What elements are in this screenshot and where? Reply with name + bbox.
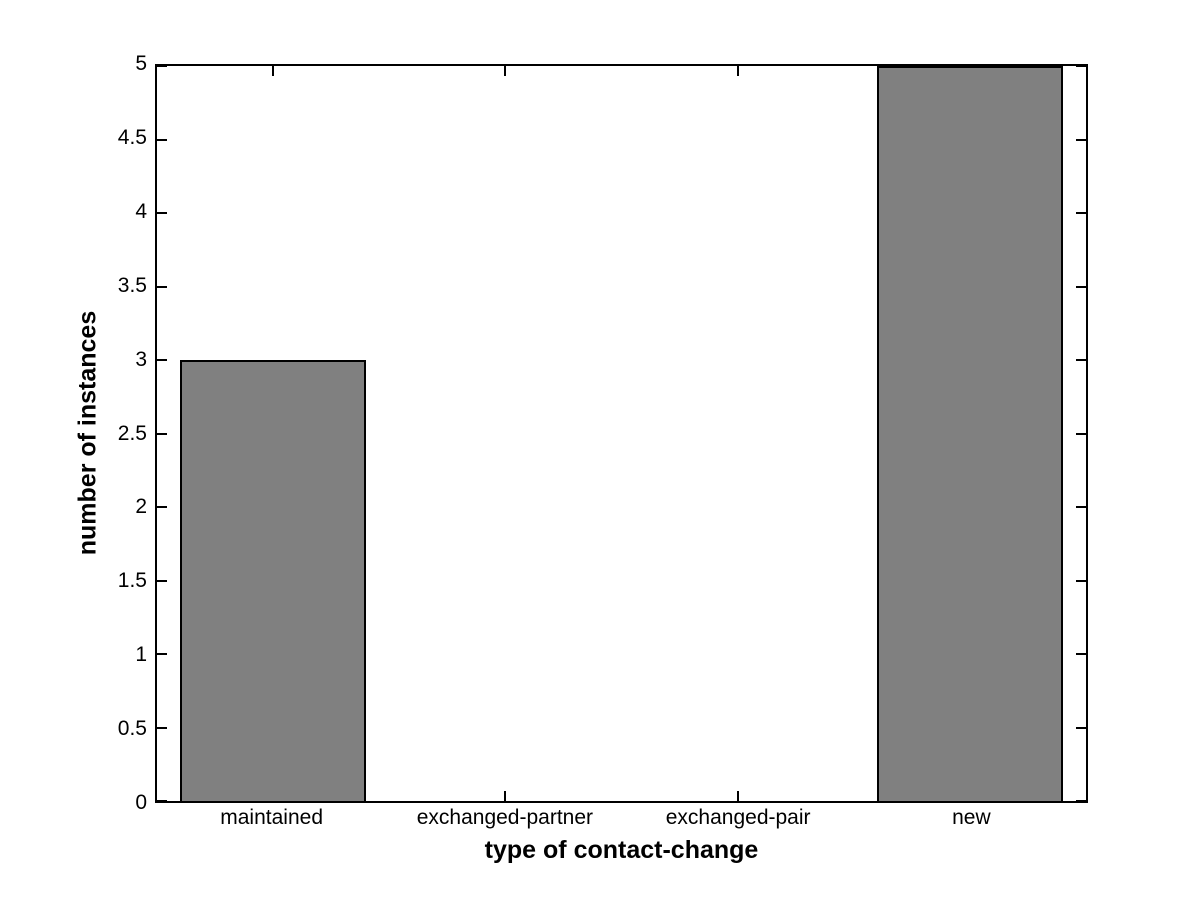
y-tick-label: 1: [135, 643, 147, 667]
x-axis-title: type of contact-change: [484, 836, 759, 864]
y-tick-mark: [1076, 285, 1086, 288]
y-tick-mark: [157, 65, 167, 67]
bar-maintained: [180, 360, 367, 801]
y-tick-mark: [157, 432, 167, 435]
plot-area: [155, 64, 1088, 803]
y-tick-mark: [157, 579, 167, 582]
y-tick-label: 2.5: [117, 421, 147, 445]
x-tick-label: maintained: [220, 806, 323, 829]
x-tick-label: new: [952, 806, 991, 829]
y-tick-mark: [157, 506, 167, 508]
x-tick-mark: [504, 66, 507, 76]
bar-new: [876, 66, 1063, 801]
y-tick-label: 1.5: [117, 569, 147, 593]
x-tick-mark: [504, 791, 507, 801]
y-tick-label: 3.5: [117, 273, 147, 297]
y-tick-label: 4: [135, 199, 147, 223]
y-tick-mark: [157, 285, 167, 288]
bars: [157, 66, 1086, 801]
y-tick-mark: [157, 138, 167, 141]
y-tick-label: 3: [135, 347, 147, 371]
y-tick-mark: [1076, 432, 1086, 435]
x-axis-tick-labels: maintained exchanged-partner exchanged-pai…: [155, 805, 1088, 835]
x-tick-label: exchanged-pair: [665, 806, 811, 829]
y-tick-label: 5: [135, 52, 147, 75]
y-tick-mark: [1076, 800, 1086, 802]
y-tick-mark: [157, 653, 167, 655]
y-tick-mark: [1076, 212, 1086, 214]
y-tick-mark: [1076, 653, 1086, 655]
y-tick-label: 2: [135, 495, 147, 519]
y-tick-mark: [1076, 726, 1086, 729]
y-tick-mark: [157, 800, 167, 802]
y-tick-label: 0.5: [117, 717, 147, 741]
y-tick-mark: [1076, 65, 1086, 67]
x-tick-mark: [736, 66, 739, 76]
y-tick-mark: [1076, 359, 1086, 361]
y-tick-mark: [157, 726, 167, 729]
x-tick-label: exchanged-partner: [416, 806, 594, 829]
y-axis-tick-labels: 0 0.5 1 1.5 2 2.5 3 3.5 4 4.5 5: [0, 53, 147, 814]
y-tick-label: 4.5: [117, 125, 147, 149]
y-tick-label: 0: [135, 791, 147, 814]
y-tick-mark: [1076, 579, 1086, 582]
y-tick-mark: [157, 212, 167, 214]
x-tick-mark: [272, 66, 275, 76]
y-tick-mark: [157, 359, 167, 361]
y-tick-mark: [1076, 138, 1086, 141]
y-tick-mark: [1076, 506, 1086, 508]
x-tick-mark: [736, 791, 739, 801]
